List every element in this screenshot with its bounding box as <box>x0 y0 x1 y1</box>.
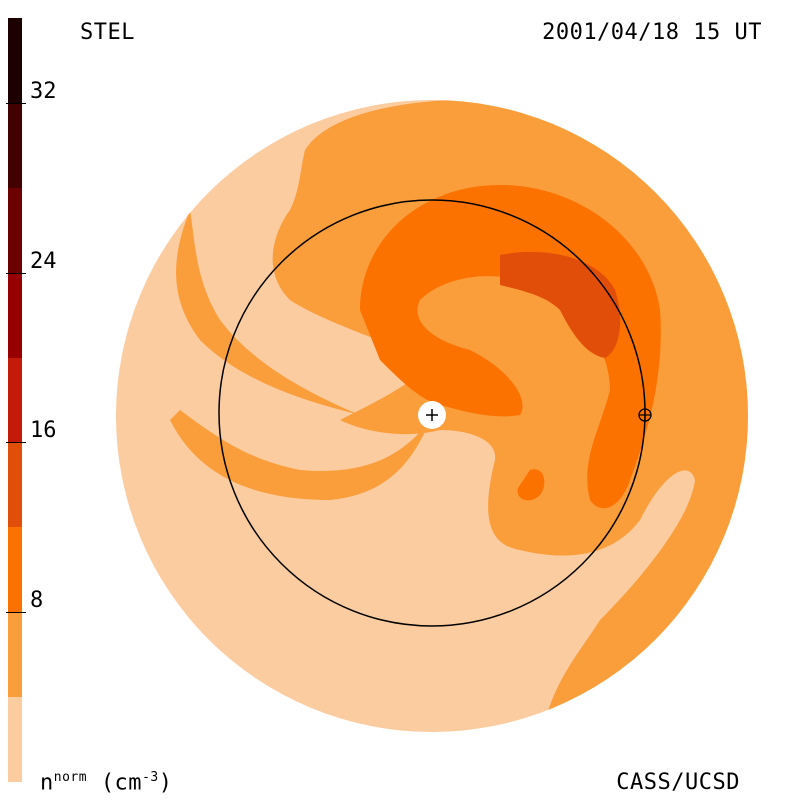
colorbar-segment-4 <box>8 357 22 443</box>
units-open: (cm <box>100 770 143 796</box>
colorbar-tick-mark <box>6 272 26 274</box>
colorbar-segment-8 <box>8 18 22 103</box>
colorbar-segment-6 <box>8 187 22 273</box>
colorbar-units-label: nnorm (cm-3) <box>40 770 172 795</box>
colorbar-tick-label: 8 <box>30 588 44 614</box>
density-level-4-8-arm <box>170 410 430 500</box>
colorbar-segment-7 <box>8 102 22 188</box>
colorbar-tick-mark <box>6 612 26 614</box>
colorbar-segment-3 <box>8 442 22 528</box>
colorbar-tick-mark <box>6 442 26 444</box>
timestamp: 2001/04/18 15 UT <box>542 20 762 45</box>
colorbar-tick-label: 16 <box>30 418 57 444</box>
colorbar-tick-label: 32 <box>30 78 57 104</box>
colorbar-segment-2 <box>8 527 22 613</box>
units-sup: norm <box>53 770 88 785</box>
colorbar-segment-5 <box>8 272 22 358</box>
density-level-4-8-outer-arm <box>176 210 360 415</box>
source-label: STEL <box>80 20 135 45</box>
units-exp: -3 <box>142 770 159 785</box>
units-close: ) <box>158 770 173 796</box>
credit-label: CASS/UCSD <box>616 770 740 795</box>
density-level-12-16-region <box>500 251 621 358</box>
density-level-8-12-patch <box>517 469 545 501</box>
colorbar-segment-1 <box>8 612 22 698</box>
colorbar <box>8 18 22 782</box>
colorbar-tick-mark <box>6 102 26 104</box>
units-base: n <box>40 770 54 796</box>
colorbar-segment-0 <box>8 697 22 782</box>
colorbar-tick-label: 24 <box>30 248 57 274</box>
